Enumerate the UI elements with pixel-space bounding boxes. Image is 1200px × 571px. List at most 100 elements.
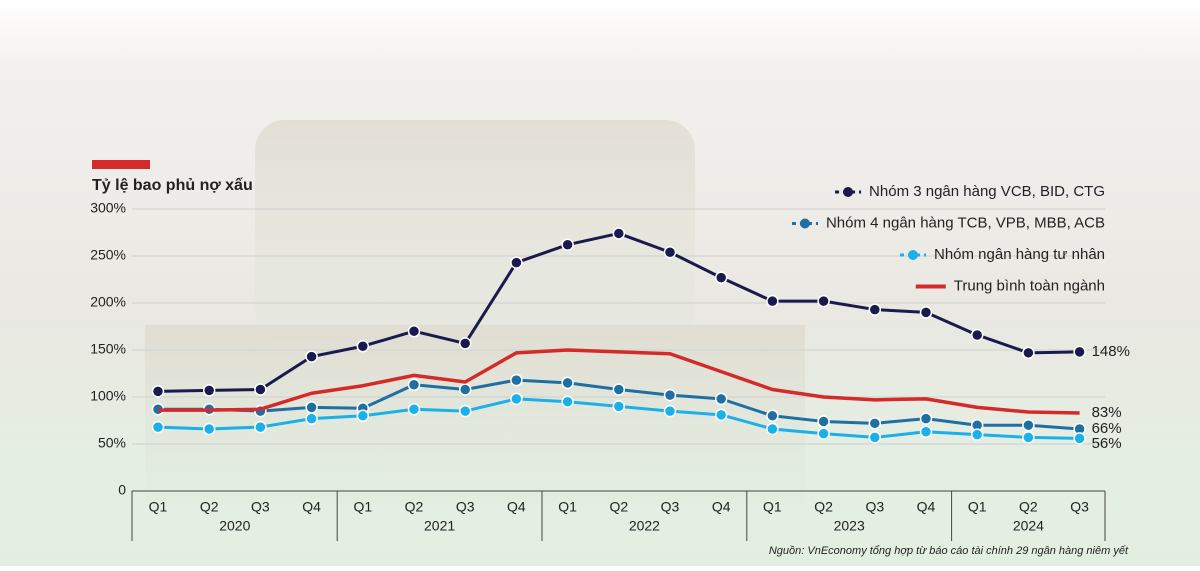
legend-label: Trung bình toàn ngành bbox=[954, 277, 1105, 294]
y-tick-label: 200% bbox=[90, 294, 126, 310]
x-tick-label: Q3 bbox=[661, 499, 680, 515]
data-point bbox=[305, 401, 318, 414]
data-point bbox=[458, 383, 472, 396]
x-tick-label: Q3 bbox=[865, 499, 884, 515]
plot-area: 0 50% 100% 150% 200% 250% 300% Q1 Q2 Q3 Q4 Q1 Q2 Q3 Q4… bbox=[90, 183, 1130, 541]
data-point bbox=[919, 412, 933, 425]
legend-label: Nhóm ngân hàng tư nhân bbox=[934, 246, 1105, 263]
data-point bbox=[407, 378, 421, 392]
data-point bbox=[561, 238, 574, 251]
y-tick-label: 0 bbox=[118, 482, 126, 498]
data-point bbox=[817, 427, 830, 440]
data-point bbox=[612, 383, 626, 396]
x-tick-label: Q4 bbox=[917, 499, 936, 515]
data-point bbox=[510, 392, 523, 406]
x-tick-label: Q1 bbox=[763, 499, 782, 515]
value-label: 56% bbox=[1092, 435, 1122, 452]
background-photo bbox=[145, 325, 805, 505]
year-label: 2023 bbox=[834, 518, 865, 534]
x-tick-label: Q2 bbox=[405, 499, 424, 515]
chart-title: Tỷ lệ bao phủ nợ xấu bbox=[92, 177, 253, 194]
y-tick-label: 300% bbox=[90, 200, 126, 216]
x-tick-label: Q2 bbox=[200, 499, 219, 515]
x-tick-label: Q2 bbox=[814, 499, 833, 515]
data-point bbox=[356, 409, 370, 423]
data-point bbox=[510, 256, 523, 269]
data-point bbox=[766, 422, 779, 436]
background-photo bbox=[255, 120, 695, 340]
x-tick-label: Q3 bbox=[456, 499, 475, 515]
data-point bbox=[151, 420, 165, 434]
year-label: 2020 bbox=[219, 518, 250, 534]
legend-swatch bbox=[799, 218, 810, 229]
legend: Nhóm 3 ngân hàng VCB, BID, CTG Nhóm 4 ngâ… bbox=[791, 183, 1105, 294]
data-point bbox=[356, 339, 370, 353]
data-point bbox=[817, 294, 830, 308]
x-tick-label: Q3 bbox=[251, 499, 270, 515]
data-point bbox=[766, 294, 779, 308]
data-point bbox=[919, 425, 933, 439]
data-point bbox=[1073, 432, 1086, 445]
x-tick-label: Q4 bbox=[302, 499, 321, 515]
data-point bbox=[919, 306, 933, 319]
x-tick-label: Q2 bbox=[1019, 499, 1038, 515]
data-point bbox=[868, 303, 882, 316]
data-point bbox=[151, 385, 165, 398]
data-point bbox=[305, 350, 318, 363]
value-label: 83% bbox=[1092, 404, 1122, 421]
x-tick-label: Q4 bbox=[712, 499, 731, 515]
y-tick-label: 250% bbox=[90, 247, 126, 263]
data-point bbox=[458, 337, 472, 350]
year-label: 2024 bbox=[1013, 518, 1044, 534]
data-point bbox=[970, 328, 984, 342]
data-point bbox=[561, 395, 574, 408]
data-point bbox=[1022, 418, 1035, 432]
data-point bbox=[254, 383, 267, 396]
data-point bbox=[458, 404, 472, 418]
data-point bbox=[612, 227, 626, 240]
value-label: 66% bbox=[1092, 420, 1122, 437]
data-point bbox=[612, 400, 626, 413]
source-note: Nguồn: VnEconomy tổng hợp từ báo cáo tài… bbox=[769, 545, 1129, 557]
data-point bbox=[561, 376, 574, 390]
legend-label: Nhóm 3 ngân hàng VCB, BID, CTG bbox=[869, 183, 1105, 200]
x-tick-label: Q3 bbox=[1070, 499, 1089, 515]
data-point bbox=[407, 402, 421, 416]
data-point bbox=[714, 271, 728, 284]
x-tick-label: Q1 bbox=[149, 499, 168, 515]
y-tick-label: 150% bbox=[90, 341, 126, 357]
y-tick-label: 100% bbox=[90, 388, 126, 404]
data-point bbox=[868, 417, 882, 430]
data-point bbox=[1073, 345, 1086, 359]
x-tick-label: Q1 bbox=[968, 499, 987, 515]
data-point bbox=[714, 408, 728, 422]
data-point bbox=[766, 409, 779, 423]
data-point bbox=[202, 384, 216, 397]
x-tick-label: Q1 bbox=[353, 499, 372, 515]
data-point bbox=[254, 420, 267, 434]
data-point bbox=[510, 373, 523, 387]
year-label: 2021 bbox=[424, 518, 455, 534]
data-point bbox=[663, 245, 677, 259]
data-point bbox=[663, 388, 677, 402]
legend-swatch bbox=[908, 250, 918, 260]
data-point bbox=[305, 412, 318, 425]
data-point bbox=[868, 431, 882, 444]
series-line bbox=[158, 348, 1080, 415]
value-label: 148% bbox=[1092, 343, 1130, 360]
x-tick-label: Q2 bbox=[609, 499, 628, 515]
year-label: 2022 bbox=[629, 518, 660, 534]
x-tick-label: Q4 bbox=[507, 499, 526, 515]
y-tick-label: 50% bbox=[98, 435, 126, 451]
data-point bbox=[1022, 431, 1035, 444]
x-tick-label: Q1 bbox=[558, 499, 577, 515]
legend-swatch bbox=[843, 187, 854, 197]
data-point bbox=[202, 422, 216, 436]
legend-label: Nhóm 4 ngân hàng TCB, VPB, MBB, ACB bbox=[826, 214, 1105, 231]
data-point bbox=[407, 324, 421, 338]
data-point bbox=[1022, 346, 1035, 360]
data-point bbox=[970, 428, 984, 441]
data-point bbox=[817, 415, 830, 428]
